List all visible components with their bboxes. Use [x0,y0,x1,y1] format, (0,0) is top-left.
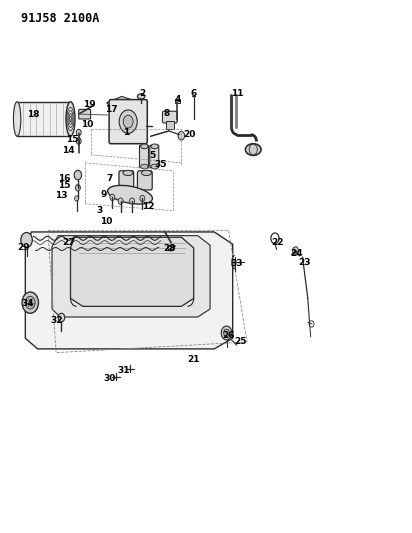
FancyBboxPatch shape [138,171,152,190]
Text: 27: 27 [62,238,75,247]
Text: 23: 23 [298,258,311,266]
FancyBboxPatch shape [140,146,148,167]
Text: 16: 16 [58,174,70,183]
Text: 1: 1 [123,128,129,137]
Ellipse shape [151,164,158,169]
Ellipse shape [138,94,145,99]
Text: 33: 33 [231,260,243,268]
Text: 8: 8 [164,109,170,118]
Text: 34: 34 [21,299,34,308]
Text: 5: 5 [150,151,156,160]
Circle shape [75,184,80,191]
Circle shape [123,115,133,128]
Circle shape [76,130,81,136]
FancyBboxPatch shape [162,111,177,123]
Circle shape [75,196,79,201]
Ellipse shape [142,170,151,175]
Text: 6: 6 [191,89,197,98]
FancyBboxPatch shape [119,171,134,190]
Circle shape [130,198,135,204]
Text: 31: 31 [118,366,130,375]
Circle shape [22,292,38,313]
Text: 7: 7 [106,174,113,183]
Text: 20: 20 [183,130,196,139]
Ellipse shape [151,144,158,149]
Circle shape [58,313,65,322]
Polygon shape [25,232,233,349]
Text: 4: 4 [174,94,180,103]
Text: 22: 22 [272,238,284,247]
Circle shape [293,247,298,254]
Text: 18: 18 [27,110,40,119]
Polygon shape [70,237,194,306]
FancyBboxPatch shape [109,100,147,144]
Circle shape [224,329,229,337]
Text: 14: 14 [62,146,75,155]
Circle shape [140,195,145,201]
Text: 9: 9 [100,190,107,199]
FancyBboxPatch shape [166,121,174,130]
Text: 28: 28 [163,245,175,254]
Ellipse shape [66,102,75,136]
FancyBboxPatch shape [150,146,159,167]
Ellipse shape [246,144,261,156]
Ellipse shape [141,164,148,169]
Text: 21: 21 [187,355,200,364]
Text: 24: 24 [290,249,303,258]
Ellipse shape [108,185,152,204]
Text: 11: 11 [231,89,243,98]
Text: 10: 10 [81,119,93,128]
Ellipse shape [14,102,21,136]
Text: 32: 32 [50,316,62,325]
Text: 91J58 2100A: 91J58 2100A [21,12,100,26]
Circle shape [74,170,82,180]
Circle shape [118,198,123,204]
Text: 35: 35 [154,160,167,169]
Circle shape [178,132,185,140]
Text: 29: 29 [17,244,30,253]
Circle shape [249,144,258,155]
Circle shape [76,138,81,144]
Text: 12: 12 [142,203,155,212]
Circle shape [110,194,115,200]
Text: 26: 26 [222,331,235,340]
Text: 15: 15 [66,135,79,144]
FancyBboxPatch shape [175,99,180,103]
Text: 13: 13 [55,191,68,200]
Text: 15: 15 [58,181,70,190]
Text: 17: 17 [105,105,118,114]
Text: 10: 10 [101,217,113,226]
Circle shape [119,110,137,133]
Text: 25: 25 [235,337,247,346]
FancyBboxPatch shape [17,102,70,136]
Circle shape [21,232,32,247]
Text: 3: 3 [96,206,102,215]
Ellipse shape [123,170,133,175]
Ellipse shape [141,144,148,149]
Text: 19: 19 [83,100,95,109]
Polygon shape [52,236,210,317]
Circle shape [221,326,232,340]
Text: 2: 2 [139,89,145,98]
Circle shape [25,296,35,309]
FancyBboxPatch shape [79,109,91,119]
Polygon shape [107,96,134,110]
Text: 30: 30 [103,374,116,383]
